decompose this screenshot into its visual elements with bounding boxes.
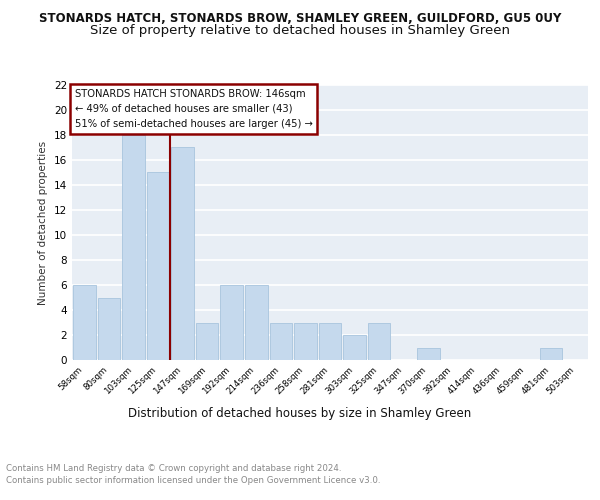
Bar: [540, 348, 562, 360]
Bar: [196, 322, 218, 360]
Bar: [122, 135, 145, 360]
Bar: [73, 285, 95, 360]
Bar: [417, 348, 440, 360]
Bar: [245, 285, 268, 360]
Bar: [220, 285, 243, 360]
Text: STONARDS HATCH, STONARDS BROW, SHAMLEY GREEN, GUILDFORD, GU5 0UY: STONARDS HATCH, STONARDS BROW, SHAMLEY G…: [39, 12, 561, 26]
Text: Distribution of detached houses by size in Shamley Green: Distribution of detached houses by size …: [128, 408, 472, 420]
Text: Contains public sector information licensed under the Open Government Licence v3: Contains public sector information licen…: [6, 476, 380, 485]
Text: Size of property relative to detached houses in Shamley Green: Size of property relative to detached ho…: [90, 24, 510, 37]
Bar: [171, 148, 194, 360]
Y-axis label: Number of detached properties: Number of detached properties: [38, 140, 49, 304]
Bar: [146, 172, 169, 360]
Text: STONARDS HATCH STONARDS BROW: 146sqm
← 49% of detached houses are smaller (43)
5: STONARDS HATCH STONARDS BROW: 146sqm ← 4…: [74, 89, 313, 128]
Bar: [343, 335, 366, 360]
Text: Contains HM Land Registry data © Crown copyright and database right 2024.: Contains HM Land Registry data © Crown c…: [6, 464, 341, 473]
Bar: [294, 322, 317, 360]
Bar: [269, 322, 292, 360]
Bar: [319, 322, 341, 360]
Bar: [368, 322, 391, 360]
Bar: [98, 298, 120, 360]
